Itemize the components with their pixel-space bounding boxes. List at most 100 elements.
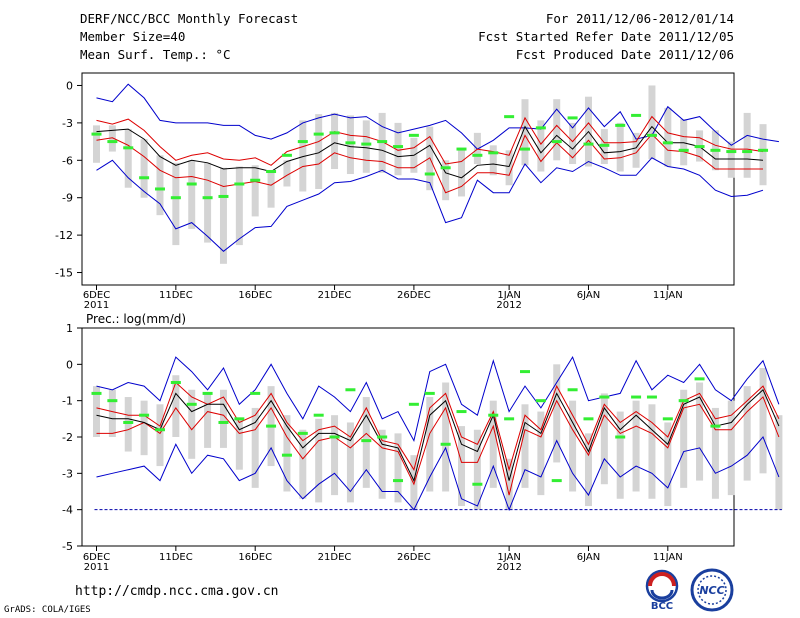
ensemble-box	[172, 162, 180, 246]
ensemble-box	[553, 99, 561, 161]
x-tick-label: 26DEC	[397, 552, 431, 563]
x-tick-label: 11JAN	[653, 290, 683, 301]
ensemble-box	[346, 422, 354, 503]
variable-label: Mean Surf. Temp.: °C	[80, 47, 231, 62]
ensemble-box	[759, 367, 767, 474]
x-tick-label: 6DEC	[83, 290, 110, 301]
produced-date: Fcst Produced Date 2011/12/06	[515, 47, 734, 62]
x-tick-label: 16DEC	[238, 552, 272, 563]
ensemble-box	[442, 160, 450, 201]
member-size: Member Size=40	[80, 29, 186, 44]
x-tick-label: 21DEC	[318, 552, 352, 563]
ensemble-box	[664, 422, 672, 507]
series-line-upper-outer	[96, 355, 780, 442]
bcc-logo-text: BCC	[651, 601, 673, 612]
y-tick-label: -5	[62, 540, 73, 553]
ensemble-box	[584, 433, 592, 507]
ensemble-box	[632, 400, 640, 492]
ensemble-box	[204, 162, 212, 243]
ensemble-box	[569, 400, 577, 492]
y-tick-label: -15	[55, 267, 73, 280]
ensemble-box	[775, 415, 783, 510]
ensemble-box	[124, 397, 132, 452]
ensemble-box	[442, 382, 450, 492]
x-tick-label: 11JAN	[653, 552, 683, 563]
y-tick-label: -9	[62, 192, 73, 205]
ensemble-box	[251, 165, 259, 217]
x-tick-label: 6DEC	[83, 552, 110, 563]
ensemble-box	[235, 418, 243, 470]
ensemble-box	[664, 107, 672, 167]
figure-title: DERF/NCC/BCC Monthly Forecast	[80, 11, 299, 26]
ensemble-box	[426, 397, 434, 492]
ensemble-box	[346, 115, 354, 175]
ensemble-box	[458, 426, 466, 507]
ensemble-box	[696, 382, 704, 481]
y-tick-label: -6	[62, 154, 73, 167]
ensemble-box	[315, 418, 323, 503]
ensemble-box	[204, 393, 212, 448]
ensemble-box	[219, 167, 227, 264]
ensemble-box	[727, 141, 735, 178]
ensemble-box	[521, 404, 529, 488]
ensemble-box	[458, 147, 466, 197]
ensemble-box	[156, 404, 164, 467]
source-url[interactable]: http://cmdp.ncc.cma.gov.cn	[75, 584, 279, 599]
ensemble-box	[410, 455, 418, 510]
ensemble-box	[331, 415, 339, 496]
series-line-lower-inner	[96, 396, 780, 496]
x-tick-label: 16DEC	[238, 290, 272, 301]
ensemble-box	[108, 125, 116, 152]
ensemble-box	[759, 124, 767, 186]
start-date: Fcst Started Refer Date 2011/12/05	[478, 29, 734, 44]
ensemble-box	[362, 397, 370, 488]
series-line-median	[96, 388, 780, 483]
ensemble-box	[283, 160, 291, 187]
ensemble-box	[489, 400, 497, 488]
ensemble-box	[219, 389, 227, 448]
ensemble-box	[394, 122, 402, 176]
ensemble-box	[251, 407, 259, 488]
x-tick-year-label: 2012	[496, 562, 521, 573]
ensemble-box	[537, 411, 545, 496]
ensemble-box	[283, 415, 291, 492]
ensemble-box	[299, 120, 307, 192]
ensemble-box	[648, 85, 656, 160]
ensemble-box	[93, 386, 100, 437]
ensemble-box	[489, 145, 497, 176]
ensemble-box	[537, 120, 545, 172]
ensemble-box	[156, 155, 164, 216]
ensemble-box	[680, 119, 688, 166]
ensemble-box	[711, 407, 719, 499]
x-tick-label: 11DEC	[159, 290, 193, 301]
y-tick-label: -2	[62, 431, 73, 444]
ensemble-box	[394, 433, 402, 503]
x-tick-label: 21DEC	[318, 290, 352, 301]
x-tick-label: 1JAN	[497, 290, 520, 301]
series-line-upper-inner	[96, 115, 764, 166]
ensemble-box	[140, 139, 148, 198]
ensemble-box	[569, 122, 577, 165]
ensemble-box	[600, 393, 608, 485]
ensemble-box	[299, 429, 307, 499]
ensemble-box	[378, 429, 386, 499]
ensemble-box	[140, 400, 148, 456]
precip-panel-title: Prec.: log(mm/d)	[86, 312, 186, 326]
y-tick-label: -3	[62, 467, 73, 480]
ensemble-box	[505, 458, 513, 510]
forecast-range: For 2011/12/06-2012/01/14	[545, 11, 734, 26]
ensemble-box	[616, 411, 624, 499]
x-tick-year-label: 2012	[496, 300, 521, 311]
ensemble-box	[315, 114, 323, 189]
y-tick-label: 0	[66, 79, 73, 92]
y-tick-label: -4	[62, 504, 73, 517]
ensemble-box	[124, 129, 132, 188]
ensemble-box	[743, 112, 751, 178]
ensemble-box	[267, 170, 275, 208]
ncc-logo-icon: NCC	[690, 568, 734, 612]
ncc-logo-text: NCC	[699, 584, 724, 597]
ensemble-box	[505, 150, 513, 186]
ensemble-box	[743, 386, 751, 481]
